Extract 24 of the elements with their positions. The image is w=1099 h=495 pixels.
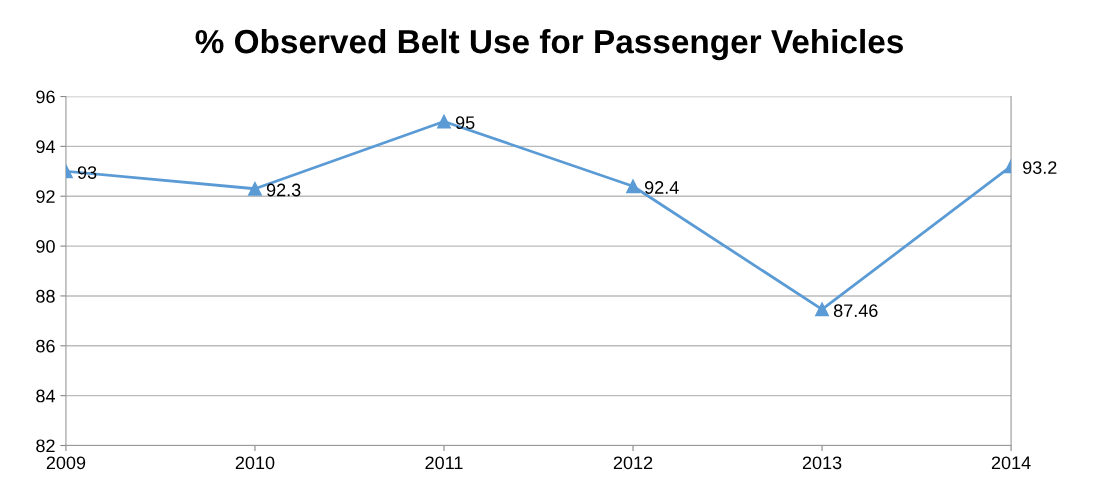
- data-label: 87.46: [833, 304, 878, 318]
- data-label: 92.4: [644, 181, 679, 194]
- data-label: 92.3: [266, 183, 301, 197]
- y-tick-label: 96: [36, 90, 55, 104]
- y-tick-label: 92: [36, 190, 55, 203]
- y-tick-label: 84: [36, 389, 55, 403]
- chart-title: % Observed Belt Use for Passenger Vehicles: [195, 28, 903, 61]
- point: [437, 114, 451, 129]
- x-tick-label: 2010: [235, 456, 275, 470]
- point: [815, 302, 829, 317]
- y-tick-label: 82: [36, 439, 55, 453]
- x-tick-label: 2009: [46, 456, 86, 470]
- point: [626, 179, 640, 194]
- y-tick-label: 86: [36, 339, 55, 353]
- data-label: 93.2: [1023, 161, 1057, 174]
- x-tick-label: 2012: [613, 456, 653, 470]
- x-tick-label: 2014: [991, 456, 1031, 470]
- x-tick-label: 2011: [425, 456, 463, 470]
- point: [248, 181, 262, 196]
- x-tick-label: 2013: [802, 456, 842, 470]
- y-tick-label: 94: [36, 140, 55, 154]
- y-tick-label: 90: [36, 240, 55, 253]
- y-tick-label: 88: [36, 289, 55, 303]
- data-label: 95: [455, 116, 475, 130]
